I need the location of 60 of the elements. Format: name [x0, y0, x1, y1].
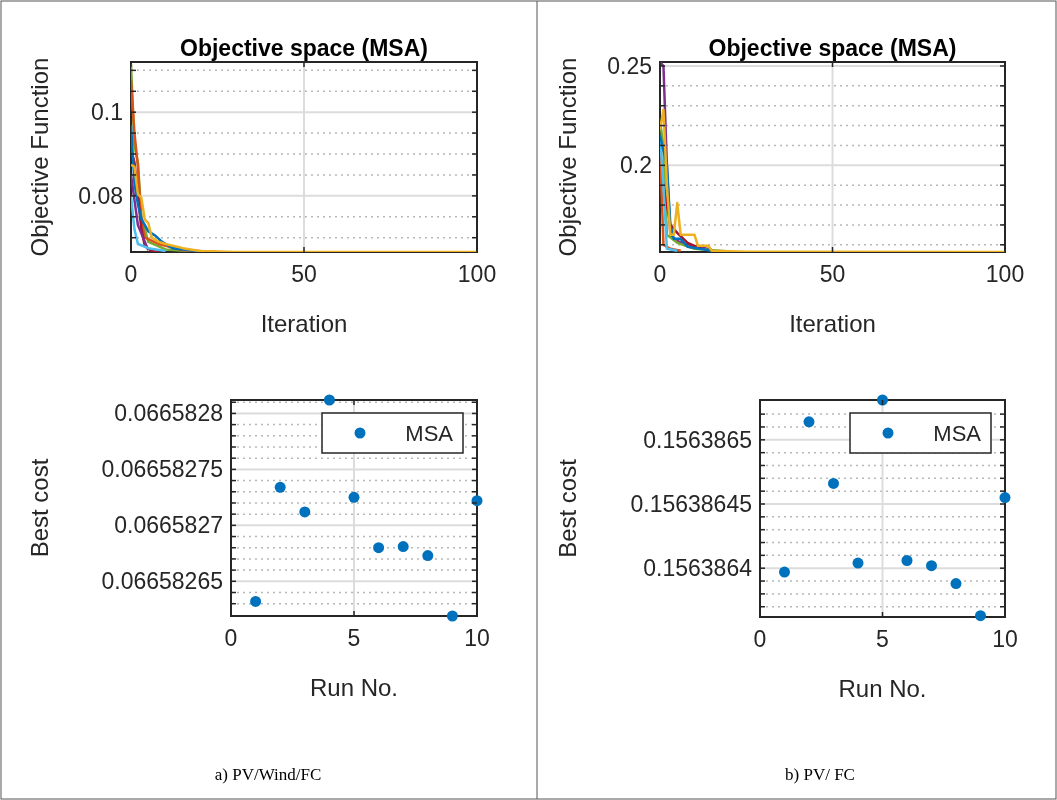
- chart-title: Objective space (MSA): [180, 35, 428, 61]
- point: [828, 477, 839, 489]
- x-axis-title: Run No.: [838, 675, 927, 702]
- y-axis-title: Best cost: [554, 458, 582, 558]
- x-tick-label: 0: [753, 626, 767, 652]
- x-tick-label: 10: [464, 625, 490, 651]
- y-axis-title: Objective Function: [26, 57, 54, 257]
- text: b) PV/ FC: [785, 765, 855, 784]
- point: [975, 610, 986, 622]
- point: [926, 560, 937, 572]
- point: [250, 595, 262, 607]
- y-tick-label: 0.08: [78, 182, 123, 209]
- point: [373, 542, 385, 554]
- point: [274, 481, 286, 493]
- y-tick-label: 0.25: [607, 53, 652, 80]
- y-tick-label: 0.15638645: [630, 491, 752, 518]
- x-axis-title: Run No.: [309, 674, 399, 701]
- y-axis-title: Best cost: [26, 458, 54, 558]
- legend-label: MSA: [933, 421, 982, 446]
- text: a) PV/Wind/FC: [214, 765, 322, 784]
- y-tick-label: 0.0665828: [114, 400, 223, 427]
- point: [901, 555, 913, 566]
- x-axis-title: Iteration: [260, 310, 348, 337]
- point: [422, 550, 434, 562]
- point: [299, 506, 311, 518]
- x-tick-label: 10: [992, 626, 1018, 652]
- y-tick-label: 0.06658265: [101, 568, 223, 595]
- x-tick-label: 50: [819, 261, 846, 287]
- x-tick-label: 0: [653, 261, 667, 287]
- y-axis-title: Objective Function: [554, 57, 582, 257]
- point: [446, 610, 458, 622]
- point: [323, 394, 335, 406]
- x-tick-label: 100: [457, 261, 497, 287]
- legend-label: MSA: [405, 421, 454, 446]
- x-axis-title: Iteration: [789, 310, 876, 337]
- line-series: [131, 194, 167, 252]
- line-series: [660, 108, 1005, 252]
- y-tick-label: 0.0665827: [114, 512, 223, 539]
- x-tick-label: 100: [985, 261, 1025, 287]
- point: [779, 566, 790, 578]
- y-tick-label: 0.1563865: [643, 426, 752, 453]
- point: [471, 495, 483, 507]
- chart-title: Objective space (MSA): [708, 35, 957, 61]
- y-tick-label: 0.1563864: [643, 555, 753, 582]
- x-tick-label: 0: [124, 261, 138, 287]
- point: [999, 492, 1011, 504]
- point: [803, 416, 815, 428]
- x-tick-label: 5: [876, 626, 889, 652]
- y-tick-label: 0.2: [620, 152, 652, 179]
- line-series: [131, 163, 477, 252]
- point: [348, 491, 360, 503]
- x-tick-label: 0: [224, 625, 238, 651]
- point: [852, 557, 864, 569]
- y-tick-label: 0.1: [91, 99, 123, 126]
- point: [877, 394, 888, 406]
- y-tick-label: 0.06658275: [101, 456, 223, 483]
- point: [397, 541, 409, 553]
- x-tick-label: 50: [291, 261, 317, 287]
- x-tick-label: 5: [347, 625, 361, 651]
- point: [950, 578, 962, 590]
